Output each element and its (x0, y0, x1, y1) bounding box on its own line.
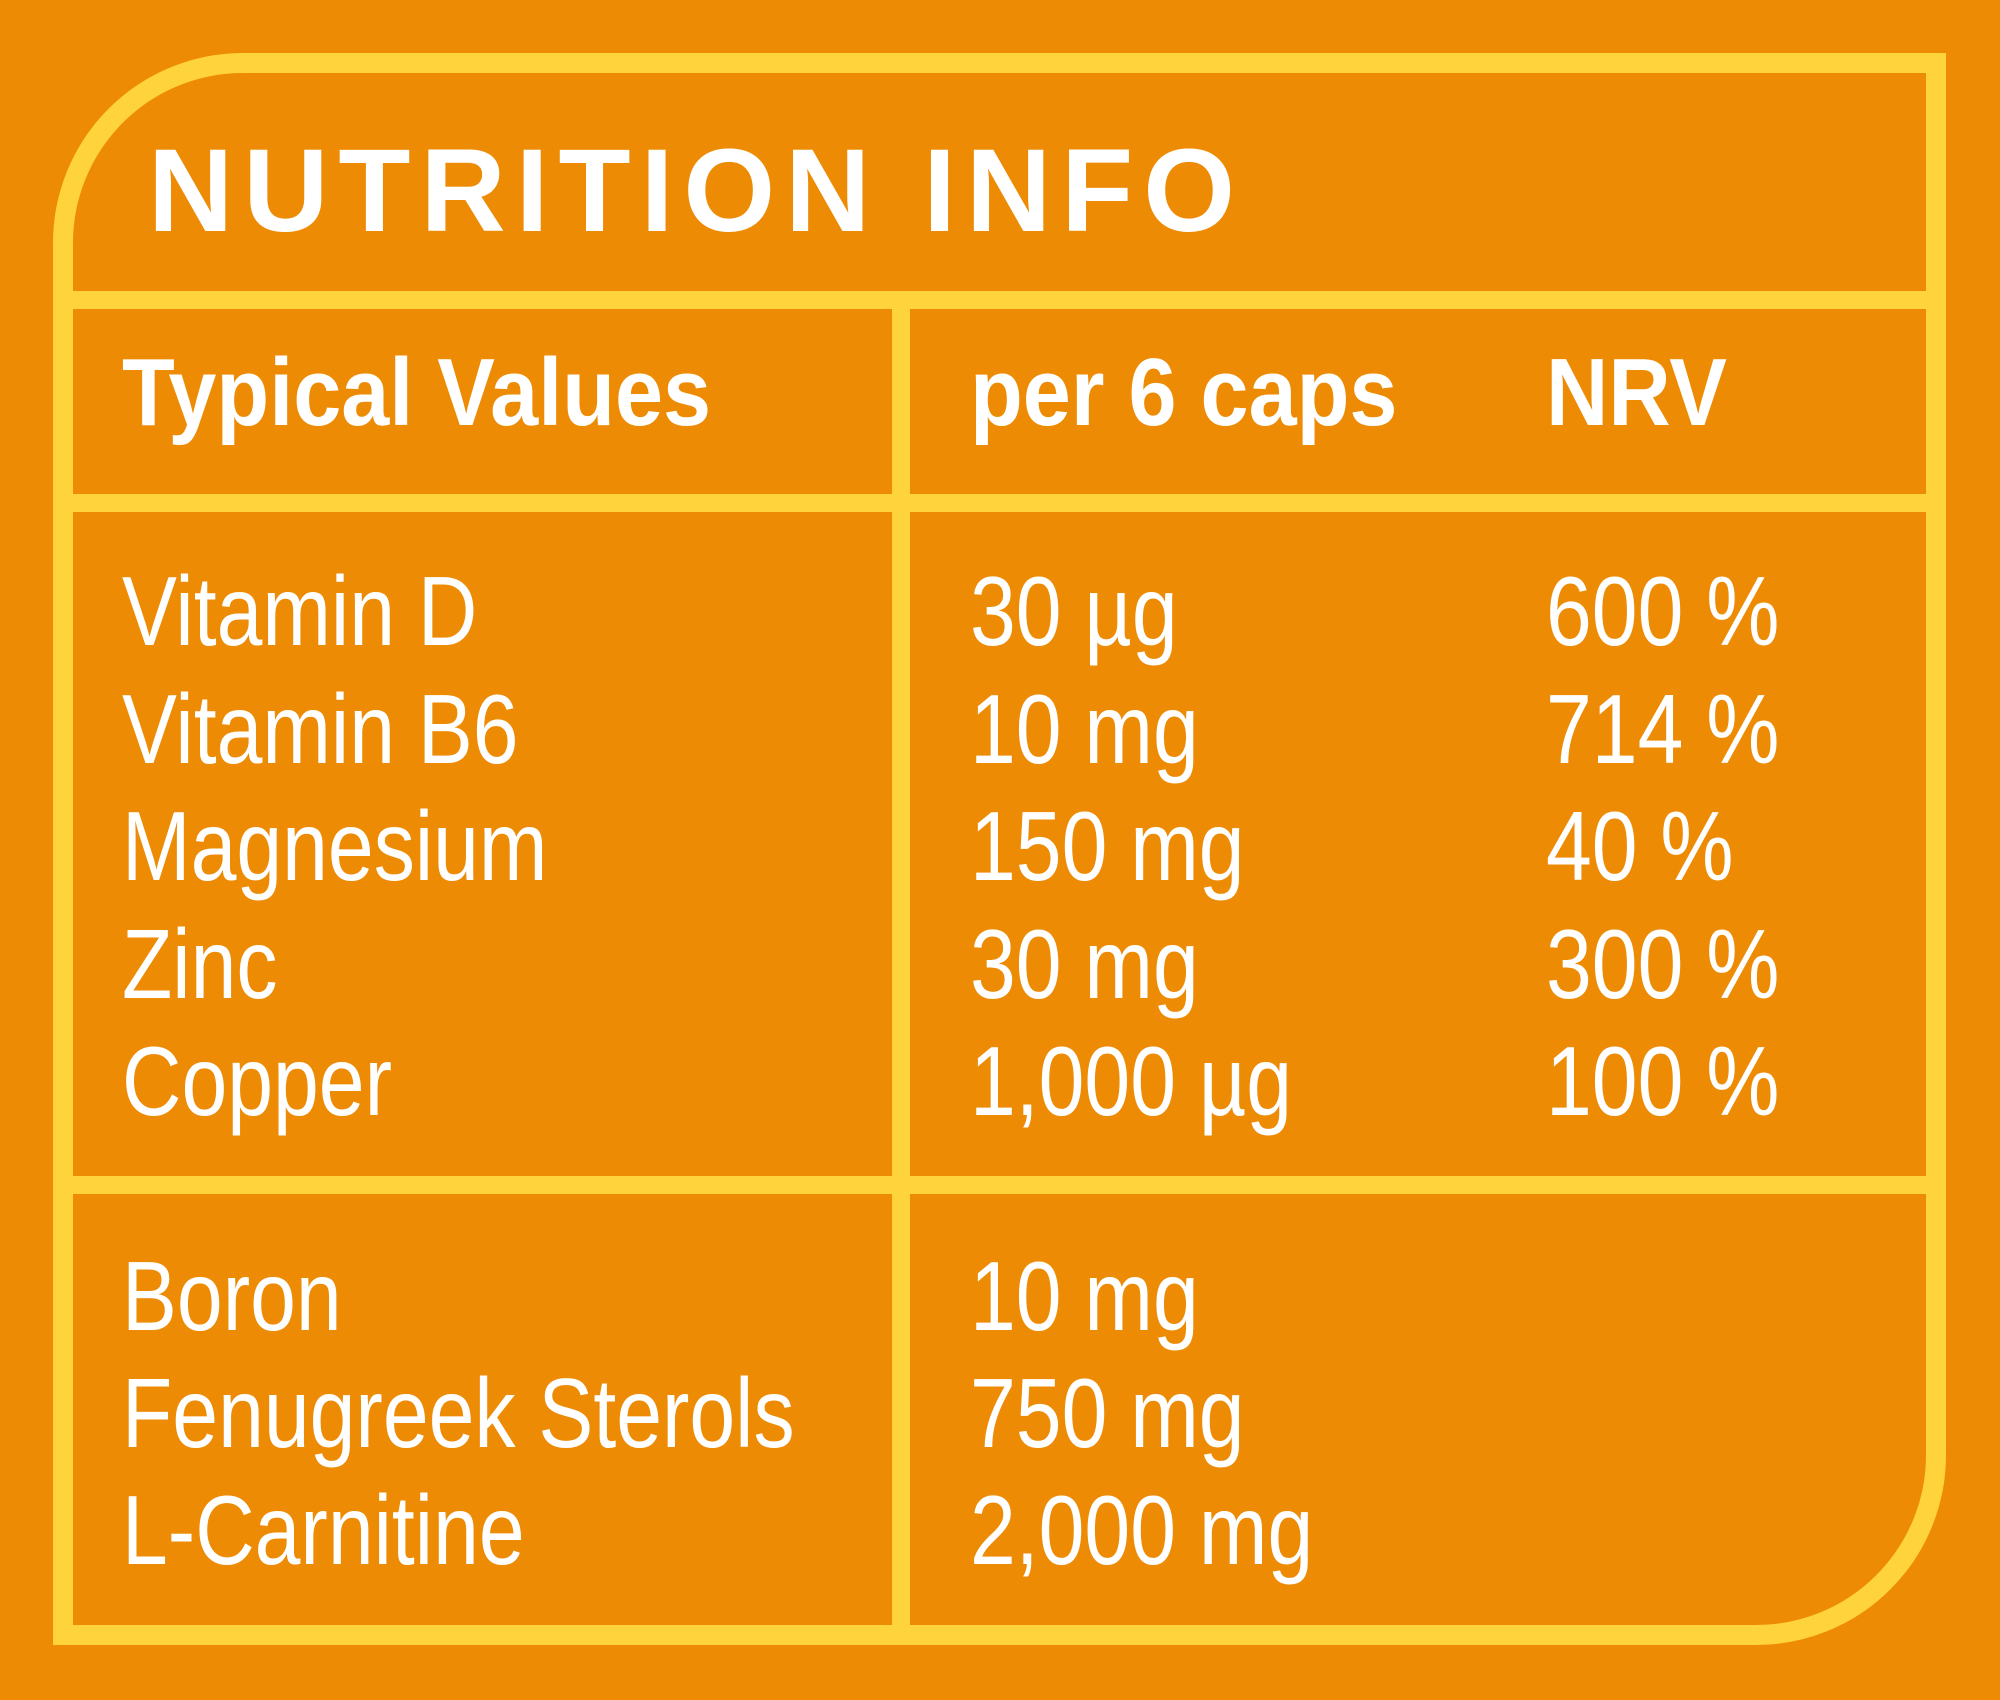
divider-title (73, 291, 1926, 309)
ingredient-amount: 750 mg (970, 1358, 1245, 1468)
divider-column (892, 309, 910, 1625)
nutrient-name: Zinc (122, 909, 278, 1019)
divider-header (73, 494, 1926, 512)
ingredient-amount: 2,000 mg (970, 1475, 1314, 1585)
nutrient-name: Vitamin B6 (122, 674, 519, 784)
page-title: NUTRITION INFO (148, 125, 1246, 257)
ingredient-name: L-Carnitine (122, 1475, 525, 1585)
header-per-serving: per 6 caps (970, 339, 1398, 446)
nutrient-nrv: 600 % (1546, 556, 1780, 666)
nutrient-amount: 1,000 µg (970, 1026, 1293, 1136)
nutrient-amount: 150 mg (970, 791, 1245, 901)
nutrient-name: Magnesium (122, 791, 548, 901)
nutrient-amount: 30 mg (970, 909, 1199, 1019)
nutrition-table-frame (53, 53, 1946, 1645)
ingredient-name: Boron (122, 1241, 342, 1351)
header-typical-values: Typical Values (122, 339, 712, 446)
nutrient-nrv: 714 % (1546, 674, 1780, 784)
nutrient-amount: 30 µg (970, 556, 1178, 666)
nutrient-nrv: 300 % (1546, 909, 1780, 1019)
ingredient-name: Fenugreek Sterols (122, 1358, 795, 1468)
header-nrv: NRV (1546, 339, 1727, 446)
ingredient-amount: 10 mg (970, 1241, 1199, 1351)
nutrient-name: Copper (122, 1026, 392, 1136)
nutrient-nrv: 40 % (1546, 791, 1734, 901)
nutrient-name: Vitamin D (122, 556, 478, 666)
nutrient-amount: 10 mg (970, 674, 1199, 784)
divider-vitamins (73, 1176, 1926, 1194)
nutrient-nrv: 100 % (1546, 1026, 1780, 1136)
